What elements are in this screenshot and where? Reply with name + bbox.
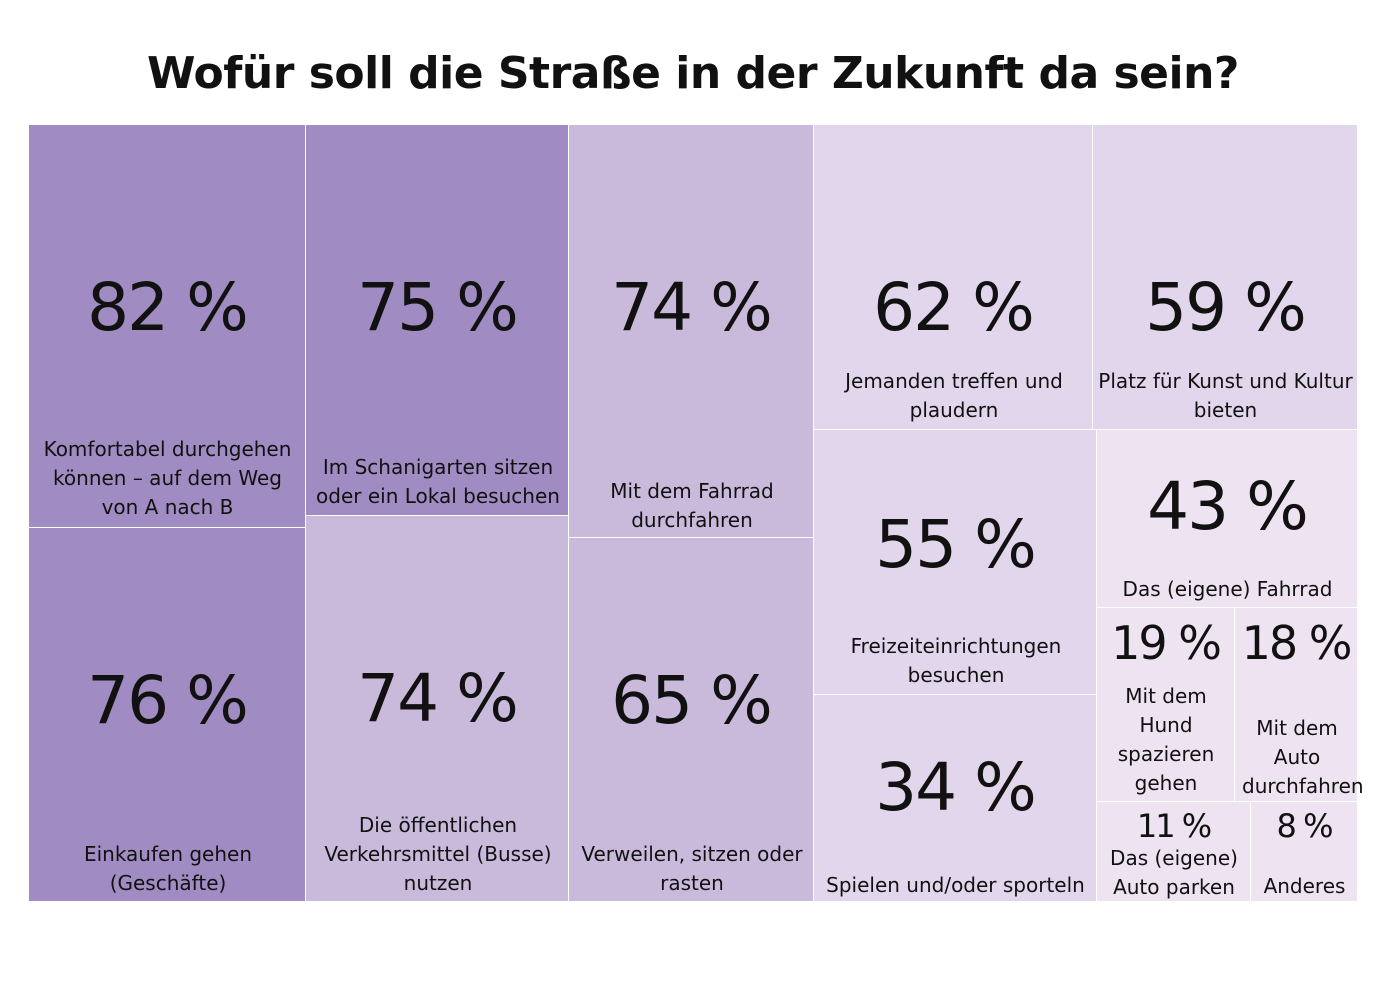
treemap-tile: 11 % Das (eigene) Auto parken bbox=[1097, 802, 1251, 902]
tile-value: 75 % bbox=[357, 269, 519, 346]
tile-value: 43 % bbox=[1147, 468, 1309, 545]
treemap-tile: 34 % Spielen und/oder sporteln bbox=[814, 695, 1097, 902]
treemap-tile: 74 % Die öffentlichen Verkehrsmittel (Bus… bbox=[306, 516, 569, 902]
tile-value: 34 % bbox=[875, 749, 1037, 826]
chart-title: Wofür soll die Straße in der Zukunft da … bbox=[147, 48, 1239, 99]
tile-label: Jemanden treffen und plaudern bbox=[845, 369, 1063, 422]
tile-value: 59 % bbox=[1145, 269, 1307, 346]
tile-label: Anderes bbox=[1263, 874, 1346, 898]
tile-value: 74 % bbox=[357, 660, 519, 737]
tile-label: Mit dem Hund spazieren gehen bbox=[1117, 684, 1215, 795]
tile-value: 8 % bbox=[1276, 807, 1334, 845]
tile-label: Im Schanigarten sitzen oder ein Lokal be… bbox=[316, 455, 560, 508]
tile-label: Spielen und/oder sporteln bbox=[826, 873, 1085, 897]
tile-value: 18 % bbox=[1241, 616, 1353, 670]
tile-label: Verweilen, sitzen oder rasten bbox=[581, 842, 803, 895]
treemap-tile: 18 % Mit dem Auto durchfahren bbox=[1235, 608, 1364, 802]
treemap-tile: 43 %Das (eigene) Fahrrad parken bbox=[1097, 430, 1358, 630]
tile-value: 19 % bbox=[1111, 616, 1222, 670]
treemap-tile: 62 % Jemanden treffen und plaudern bbox=[814, 125, 1093, 430]
tile-label: Freizeiteinrichtungen besuchen bbox=[850, 634, 1062, 687]
tile-value: 65 % bbox=[611, 662, 773, 739]
tile-label: Mit dem Fahrrad durchfahren bbox=[610, 479, 774, 532]
treemap-tile: 8 % Anderes bbox=[1251, 802, 1358, 902]
tile-value: 82 % bbox=[87, 269, 249, 346]
treemap-tile: 19 % Mit dem Hund spazieren gehen bbox=[1097, 608, 1235, 802]
tile-label: Mit dem Auto durchfahren bbox=[1242, 716, 1364, 798]
treemap-tile: 65 % Verweilen, sitzen oder rasten bbox=[569, 538, 814, 902]
tile-value: 76 % bbox=[87, 662, 249, 739]
tile-value: 55 % bbox=[875, 506, 1037, 583]
tile-label: Komfortabel durchgehen können – auf dem … bbox=[43, 437, 292, 519]
tile-value: 74 % bbox=[611, 269, 773, 346]
tile-label: Platz für Kunst und Kultur bieten bbox=[1098, 369, 1353, 422]
tile-label: Das (eigene) Auto parken bbox=[1110, 846, 1238, 899]
treemap-tile: 55 % Freizeiteinrichtungen besuchen bbox=[814, 430, 1097, 695]
treemap-tile: 74 % Mit dem Fahrrad durchfahren bbox=[569, 125, 814, 538]
tile-value: 11 % bbox=[1136, 807, 1212, 845]
treemap-tile: 76 % Einkaufen gehen (Geschäfte) bbox=[29, 528, 306, 902]
treemap-tile: 59 % Platz für Kunst und Kultur bieten bbox=[1093, 125, 1358, 430]
tile-label: Einkaufen gehen (Geschäfte) bbox=[83, 842, 253, 895]
treemap-tile: 75 % Im Schanigarten sitzen oder ein Loka… bbox=[306, 125, 569, 516]
tile-label: Die öffentlichen Verkehrsmittel (Busse) … bbox=[324, 813, 552, 895]
tile-value: 62 % bbox=[873, 269, 1035, 346]
treemap-tile: 82 % Komfortabel durchgehen können – auf … bbox=[29, 125, 306, 528]
